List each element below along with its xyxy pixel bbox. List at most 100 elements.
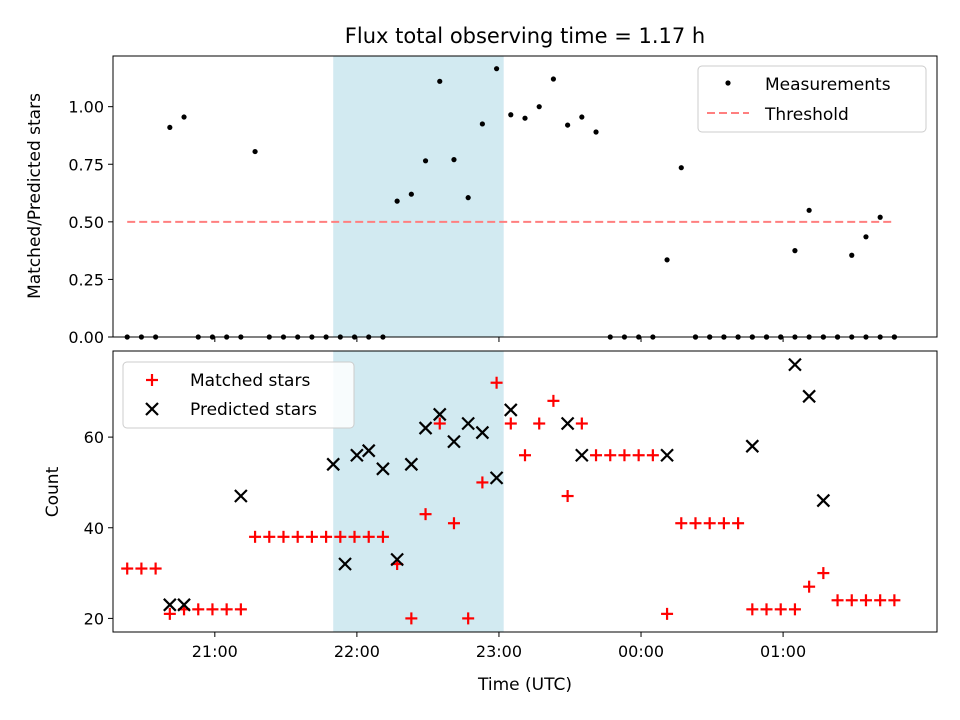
matched-star-point bbox=[419, 508, 432, 521]
matched-star-point bbox=[746, 603, 759, 616]
measurement-point bbox=[508, 112, 514, 118]
legend-measurements-marker bbox=[725, 80, 731, 86]
matched-star-point bbox=[192, 603, 205, 616]
bottom-highlight-span bbox=[333, 351, 504, 632]
matched-star-point bbox=[845, 594, 858, 607]
matched-star-point bbox=[661, 607, 674, 620]
matched-star-point bbox=[547, 394, 560, 407]
predicted-star-point bbox=[802, 389, 816, 404]
x-tick-label: 21:00 bbox=[192, 642, 238, 661]
matched-star-point bbox=[149, 562, 162, 575]
predicted-star-point bbox=[163, 598, 177, 612]
matched-star-point bbox=[490, 376, 503, 389]
bottom-legend: Matched stars Predicted stars bbox=[122, 361, 355, 429]
matched-star-point bbox=[263, 530, 276, 543]
y-tick-label: 1.00 bbox=[68, 98, 104, 117]
matched-star-point bbox=[405, 612, 418, 625]
predicted-star-point bbox=[390, 552, 404, 567]
measurement-point bbox=[863, 234, 869, 240]
matched-star-point bbox=[320, 530, 333, 543]
top-legend: Measurements Threshold bbox=[697, 65, 927, 133]
measurement-point bbox=[792, 248, 798, 254]
bottom-y-ticks: 20 40 60 bbox=[84, 428, 113, 628]
measurement-point bbox=[678, 165, 684, 171]
predicted-star-point bbox=[475, 425, 490, 440]
matched-star-point bbox=[348, 530, 361, 543]
measurement-point bbox=[451, 157, 457, 163]
legend-predicted-label: Predicted stars bbox=[190, 400, 317, 420]
predicted-star-point bbox=[660, 448, 674, 463]
matched-star-point bbox=[675, 517, 688, 530]
measurement-point bbox=[849, 252, 855, 258]
measurement-point bbox=[394, 198, 400, 204]
predicted-star-point bbox=[788, 357, 802, 372]
predicted-star-point bbox=[376, 462, 390, 476]
matched-star-point bbox=[433, 417, 446, 430]
matched-star-point bbox=[504, 417, 517, 430]
top-highlight-span bbox=[333, 56, 504, 337]
measurement-point bbox=[465, 195, 471, 201]
predicted-star-point bbox=[461, 416, 475, 431]
top-x-ticks bbox=[214, 337, 784, 342]
top-y-axis-label: Matched/Predicted stars bbox=[25, 93, 45, 299]
y-tick-label: 0.50 bbox=[68, 213, 104, 232]
matched-star-point bbox=[618, 449, 631, 462]
measurement-point bbox=[252, 148, 258, 155]
x-tick-label: 22:00 bbox=[334, 642, 380, 661]
predicted-star-point bbox=[575, 448, 589, 463]
matched-star-point bbox=[590, 449, 603, 462]
matched-star-point bbox=[703, 517, 716, 530]
matched-star-point bbox=[831, 594, 844, 607]
measurement-point bbox=[536, 104, 542, 110]
matched-star-point bbox=[220, 603, 233, 616]
measurement-point bbox=[493, 66, 500, 72]
matched-star-point bbox=[462, 612, 475, 625]
matched-star-point bbox=[334, 530, 347, 543]
matched-star-point bbox=[121, 562, 134, 575]
measurement-point bbox=[550, 76, 557, 82]
matched-star-point bbox=[888, 594, 901, 607]
matched-star-point bbox=[874, 594, 887, 607]
bottom-legend-box bbox=[122, 361, 355, 429]
matched-star-point bbox=[362, 530, 375, 543]
matched-star-point bbox=[291, 530, 304, 543]
matched-star-point bbox=[646, 449, 659, 462]
measurement-point bbox=[664, 257, 670, 263]
top-axes-frame bbox=[112, 55, 938, 338]
y-tick-label: 0.00 bbox=[68, 328, 104, 347]
matched-star-point bbox=[717, 517, 730, 530]
matched-star-point bbox=[206, 603, 219, 616]
measurement-point bbox=[565, 122, 571, 128]
matched-star-point bbox=[305, 530, 318, 543]
matched-star-point bbox=[447, 517, 460, 530]
y-tick-label: 60 bbox=[84, 428, 104, 447]
matched-star-point bbox=[249, 530, 262, 543]
measurement-point bbox=[579, 114, 585, 120]
legend-matched-marker bbox=[146, 374, 158, 386]
measurement-point bbox=[422, 158, 429, 164]
top-panel: 0.00 0.25 0.50 0.75 1.00 Matched/Predicted s… bbox=[25, 55, 938, 347]
matched-star-point bbox=[277, 530, 290, 543]
predicted-star-point bbox=[745, 439, 760, 453]
measurement-point bbox=[437, 78, 443, 84]
y-tick-label: 0.25 bbox=[68, 270, 104, 289]
measurement-point bbox=[167, 124, 173, 131]
measurement-point bbox=[181, 114, 187, 120]
measurement-point bbox=[806, 207, 812, 213]
matched-star-point bbox=[376, 530, 389, 543]
legend-threshold-label: Threshold bbox=[764, 105, 849, 125]
predicted-star-point bbox=[447, 434, 461, 449]
predicted-stars-points bbox=[163, 357, 831, 612]
matched-star-point bbox=[760, 603, 773, 616]
measurement-point bbox=[479, 121, 485, 127]
x-tick-label: 00:00 bbox=[618, 642, 664, 661]
top-y-ticks: 0.00 0.25 0.50 0.75 1.00 bbox=[68, 98, 113, 347]
y-tick-label: 0.75 bbox=[68, 155, 104, 174]
measurement-point bbox=[877, 214, 883, 220]
measurement-point bbox=[522, 115, 528, 121]
x-tick-label: 23:00 bbox=[476, 642, 522, 661]
matched-star-point bbox=[561, 490, 574, 503]
matched-star-point bbox=[163, 607, 176, 620]
bottom-panel: 20 40 60 21:00 22:00 23:00 00:00 01:00 Count T… bbox=[43, 350, 938, 695]
